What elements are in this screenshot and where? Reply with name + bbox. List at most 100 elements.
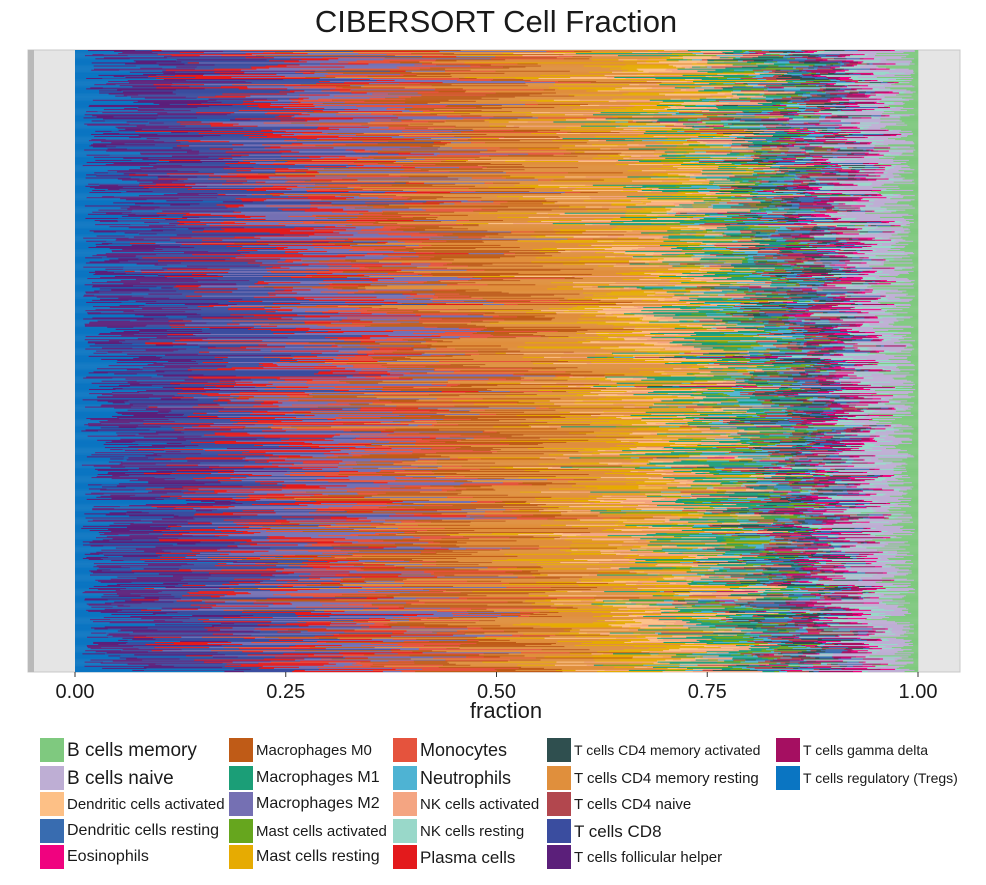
bar-segment <box>832 182 840 184</box>
bar-segment <box>686 196 732 198</box>
bar-segment <box>865 56 907 58</box>
bar-segment <box>799 177 807 179</box>
bar-segment <box>126 95 216 97</box>
bar-segment <box>106 240 257 242</box>
bar-segment <box>670 227 705 229</box>
bar-segment <box>911 95 919 97</box>
bar-segment <box>92 211 132 213</box>
bar-segment <box>515 253 546 255</box>
bar-segment <box>732 90 742 92</box>
bar-segment <box>785 187 794 190</box>
bar-segment <box>730 224 759 226</box>
bar-segment <box>157 53 246 55</box>
bar-segment <box>826 149 832 151</box>
bar-segment <box>686 265 705 267</box>
bar-segment <box>75 245 97 248</box>
bar-segment <box>701 271 708 274</box>
bar-segment <box>828 79 837 81</box>
bar-segment <box>716 217 748 220</box>
bar-segment <box>157 54 253 56</box>
bar-segment <box>318 98 406 100</box>
bar-segment <box>707 59 774 61</box>
bar-segment <box>241 200 265 202</box>
sample-bar <box>75 262 919 264</box>
bar-segment <box>156 74 176 77</box>
bar-segment <box>783 87 840 89</box>
bar-segment <box>681 192 699 194</box>
bar-segment <box>883 140 906 142</box>
bar-segment <box>889 267 895 269</box>
bar-segment <box>75 74 99 77</box>
bar-segment <box>176 221 201 223</box>
sample-bar <box>75 100 919 102</box>
bar-segment <box>352 138 432 140</box>
bar-segment <box>190 204 217 206</box>
bar-segment <box>776 253 803 255</box>
bar-segment <box>912 133 919 136</box>
bar-segment <box>824 50 845 52</box>
bar-segment <box>519 182 659 184</box>
bar-segment <box>716 132 724 135</box>
bar-segment <box>481 97 691 99</box>
bar-segment <box>825 217 838 220</box>
bar-segment <box>668 268 702 270</box>
bar-segment <box>805 256 822 258</box>
bar-segment <box>347 164 436 166</box>
bar-segment <box>860 207 887 209</box>
bar-segment <box>836 81 846 83</box>
bar-segment <box>914 147 919 149</box>
sample-bar <box>75 227 919 229</box>
bar-segment <box>565 250 711 252</box>
bar-segment <box>158 222 180 224</box>
bar-segment <box>812 158 824 161</box>
bar-segment <box>137 100 208 102</box>
bar-segment <box>75 110 139 112</box>
bar-segment <box>198 194 219 196</box>
bar-segment <box>408 207 642 209</box>
bar-segment <box>810 159 818 162</box>
bar-segment <box>717 111 743 113</box>
bar-segment <box>858 264 884 266</box>
bar-segment <box>401 130 453 133</box>
bar-segment <box>844 85 849 87</box>
bar-segment <box>171 85 285 87</box>
bar-segment <box>616 272 645 275</box>
bar-segment <box>836 150 869 152</box>
bar-segment <box>817 129 823 132</box>
bar-segment <box>771 171 777 173</box>
bar-segment <box>907 124 919 126</box>
bar-segment <box>163 194 199 196</box>
bar-segment <box>616 100 664 102</box>
bar-segment <box>756 151 763 153</box>
bar-segment <box>187 151 200 153</box>
bar-segment <box>913 270 919 272</box>
bar-segment <box>711 66 743 68</box>
bar-segment <box>75 159 96 162</box>
sample-bar <box>75 267 919 269</box>
bar-segment <box>662 261 726 263</box>
bar-segment <box>94 68 196 70</box>
bar-segment <box>91 139 106 141</box>
bar-segment <box>181 165 357 167</box>
bar-segment <box>866 63 870 65</box>
bar-segment <box>255 163 274 165</box>
bar-segment <box>75 180 138 182</box>
bar-segment <box>870 250 873 252</box>
bar-segment <box>124 143 292 145</box>
bar-segment <box>780 227 787 229</box>
bar-segment <box>795 211 821 213</box>
bar-segment <box>901 120 919 122</box>
bar-segment <box>727 246 749 249</box>
bar-segment <box>382 258 431 260</box>
bar-segment <box>75 205 86 207</box>
bar-segment <box>780 111 802 113</box>
bar-segment <box>85 185 208 187</box>
bar-segment <box>87 50 136 52</box>
bar-segment <box>433 142 451 144</box>
bar-segment <box>728 143 733 145</box>
bar-segment <box>553 99 580 101</box>
bar-segment <box>872 166 910 168</box>
bar-segment <box>742 111 750 113</box>
bar-segment <box>826 161 831 164</box>
bar-segment <box>748 203 787 205</box>
